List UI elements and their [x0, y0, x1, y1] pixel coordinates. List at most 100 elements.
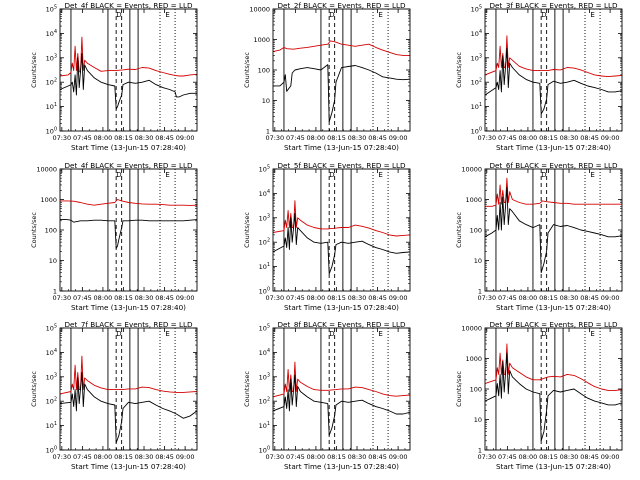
- marker-label-e: E: [378, 171, 382, 179]
- y-tick-label: 1000: [465, 355, 482, 363]
- x-tick-label: 08:15: [327, 453, 346, 461]
- panel-title: Det_7f BLACK = Events, RED = LLD: [64, 320, 193, 329]
- plot-area: [485, 9, 622, 131]
- events-series-line: [485, 47, 622, 115]
- lld-series-line: [273, 200, 410, 237]
- x-tick-label: 09:00: [176, 453, 195, 461]
- x-tick-label: 08:30: [560, 134, 579, 142]
- plot-area: [485, 169, 622, 291]
- x-tick-label: 07:30: [265, 453, 284, 461]
- x-tick-label: 07:45: [498, 134, 517, 142]
- y-tick-label: 100: [46, 446, 57, 455]
- x-tick-label: 08:30: [348, 134, 367, 142]
- x-tick-label: 08:45: [155, 294, 174, 302]
- y-tick-label: 100: [259, 446, 270, 455]
- x-tick-label: 07:30: [52, 134, 71, 142]
- y-tick-label: 102: [471, 78, 482, 87]
- x-tick-label: 08:15: [327, 294, 346, 302]
- y-axis-label: Counts/sec: [243, 212, 251, 248]
- x-tick-label: 08:30: [135, 134, 154, 142]
- y-tick-label: 104: [259, 189, 270, 198]
- x-tick-label: 07:30: [477, 134, 496, 142]
- x-tick-label: 08:45: [368, 453, 387, 461]
- x-tick-label: 08:45: [368, 134, 387, 142]
- marker-label-e: E: [165, 330, 169, 338]
- marker-label-d: D: [541, 171, 546, 179]
- x-tick-label: 09:00: [601, 294, 620, 302]
- x-tick-label: 08:15: [539, 453, 558, 461]
- x-axis-label: Start Time (13-Jun-15 07:28:40): [71, 462, 186, 471]
- panel-title: Det_3f BLACK = Events, RED = LLD: [489, 1, 618, 10]
- lld-series-line: [485, 35, 622, 78]
- x-tick-label: 08:15: [114, 134, 133, 142]
- events-series-line: [273, 213, 410, 275]
- y-tick-label: 105: [471, 5, 482, 14]
- panel-2: Det_2f BLACK = Events, RED = LLD Counts/s…: [243, 1, 411, 152]
- x-tick-label: 07:45: [498, 294, 517, 302]
- x-tick-label: 08:15: [327, 134, 346, 142]
- lld-series-line: [273, 40, 410, 56]
- lld-series-line: [60, 36, 197, 77]
- marker-label-d: D: [541, 11, 546, 19]
- y-tick-label: 102: [259, 238, 270, 247]
- panel-title: Det_2f BLACK = Events, RED = LLD: [277, 1, 406, 10]
- x-tick-label: 08:45: [580, 134, 599, 142]
- y-tick-label: 100: [258, 67, 270, 75]
- plot-frame: [59, 168, 198, 292]
- x-tick-label: 07:45: [73, 453, 92, 461]
- x-tick-label: 08:30: [135, 453, 154, 461]
- marker-label-d: D: [541, 330, 546, 338]
- x-tick-label: 08:30: [560, 453, 579, 461]
- y-tick-label: 103: [259, 213, 270, 222]
- x-tick-label: 07:45: [286, 134, 305, 142]
- x-axis-label: Start Time (13-Jun-15 07:28:40): [284, 462, 399, 471]
- lld-series-line: [60, 355, 197, 395]
- y-tick-label: 104: [46, 348, 57, 357]
- y-tick-label: 10000: [461, 166, 482, 174]
- y-tick-label: 105: [259, 324, 270, 333]
- plot-area: [273, 169, 410, 291]
- x-tick-label: 07:30: [477, 453, 496, 461]
- marker-label-d: D: [116, 330, 121, 338]
- panel-grid: Det_4f BLACK = Events, RED = LLD Counts/s…: [30, 1, 623, 471]
- y-tick-label: 1: [478, 447, 482, 455]
- panel-8: Det_8f BLACK = Events, RED = LLD Counts/s…: [243, 320, 411, 471]
- plot-frame: [272, 168, 411, 292]
- x-tick-label: 09:00: [601, 453, 620, 461]
- x-tick-label: 07:45: [73, 134, 92, 142]
- y-axis-label: Counts/sec: [30, 52, 38, 88]
- y-tick-label: 101: [46, 102, 57, 111]
- x-tick-label: 08:00: [519, 453, 538, 461]
- y-tick-label: 104: [471, 29, 482, 38]
- panel-3: Det_3f BLACK = Events, RED = LLD Counts/s…: [455, 1, 623, 152]
- y-tick-label: 1000: [465, 196, 482, 204]
- x-tick-label: 09:00: [389, 453, 408, 461]
- x-tick-label: 08:00: [94, 134, 113, 142]
- y-axis-label: Counts/sec: [455, 52, 463, 88]
- plot-frame: [272, 327, 411, 451]
- plot-area: [485, 328, 622, 450]
- panel-title: Det_9f BLACK = Events, RED = LLD: [489, 320, 618, 329]
- x-tick-label: 08:45: [580, 453, 599, 461]
- y-tick-label: 103: [46, 53, 57, 62]
- plot-area: [273, 9, 410, 131]
- x-tick-label: 08:15: [539, 294, 558, 302]
- x-tick-label: 07:30: [477, 294, 496, 302]
- panel-title: Det_5f BLACK = Events, RED = LLD: [277, 161, 406, 170]
- x-tick-label: 07:45: [286, 294, 305, 302]
- x-axis-label: Start Time (13-Jun-15 07:28:40): [496, 303, 611, 312]
- events-series-line: [485, 352, 622, 442]
- x-tick-label: 08:30: [348, 294, 367, 302]
- x-tick-label: 08:00: [94, 294, 113, 302]
- x-tick-label: 08:00: [307, 294, 326, 302]
- x-tick-label: 07:30: [52, 453, 71, 461]
- panel-title: Det_4f BLACK = Events, RED = LLD: [64, 1, 193, 10]
- x-axis-label: Start Time (13-Jun-15 07:28:40): [71, 303, 186, 312]
- y-tick-label: 102: [46, 78, 57, 87]
- y-tick-label: 104: [259, 348, 270, 357]
- panel-7: Det_7f BLACK = Events, RED = LLD Counts/s…: [30, 320, 198, 471]
- panel-4: Det_4f BLACK = Events, RED = LLD Counts/s…: [30, 161, 198, 312]
- panel-9: Det_9f BLACK = Events, RED = LLD Counts/s…: [455, 320, 623, 471]
